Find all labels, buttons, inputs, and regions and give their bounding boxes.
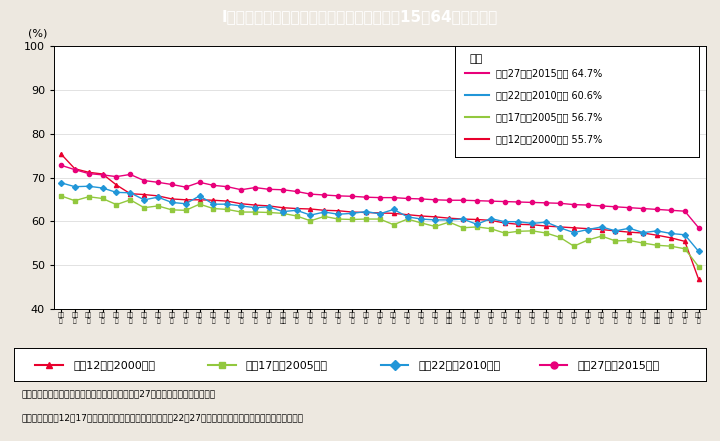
Text: 平成27年（2015年）: 平成27年（2015年）: [577, 360, 660, 370]
Text: (%): (%): [28, 28, 48, 38]
Text: I－特－３図　都道府県別　女性の就業率（15～64歳）の推移: I－特－３図 都道府県別 女性の就業率（15～64歳）の推移: [222, 9, 498, 24]
Text: 平成12年（2000年） 55.7%: 平成12年（2000年） 55.7%: [496, 134, 603, 144]
Text: 平成27年（2015年） 64.7%: 平成27年（2015年） 64.7%: [496, 68, 603, 78]
Text: （備考）１．总务省「国勢調査」より作成。平成27年は抜出速報集計の数値。: （備考）１．总务省「国勢調査」より作成。平成27年は抜出速報集計の数値。: [22, 389, 215, 398]
Text: 平成17年（2005年）: 平成17年（2005年）: [246, 360, 328, 370]
Text: 平成22年（2010年）: 平成22年（2010年）: [419, 360, 501, 370]
Text: ２．平成12，17年は就業状態不詳を含む総数から，22，27年は不詳を除いた総数から就業率を算出。: ２．平成12，17年は就業状態不詳を含む総数から，22，27年は不詳を除いた総数…: [22, 414, 303, 422]
Text: 平成12年（2000年）: 平成12年（2000年）: [73, 360, 155, 370]
Text: 平成17年（2005年） 56.7%: 平成17年（2005年） 56.7%: [496, 112, 603, 122]
Text: 平成22年（2010年） 60.6%: 平成22年（2010年） 60.6%: [496, 90, 602, 100]
Text: 全国: 全国: [469, 54, 482, 64]
